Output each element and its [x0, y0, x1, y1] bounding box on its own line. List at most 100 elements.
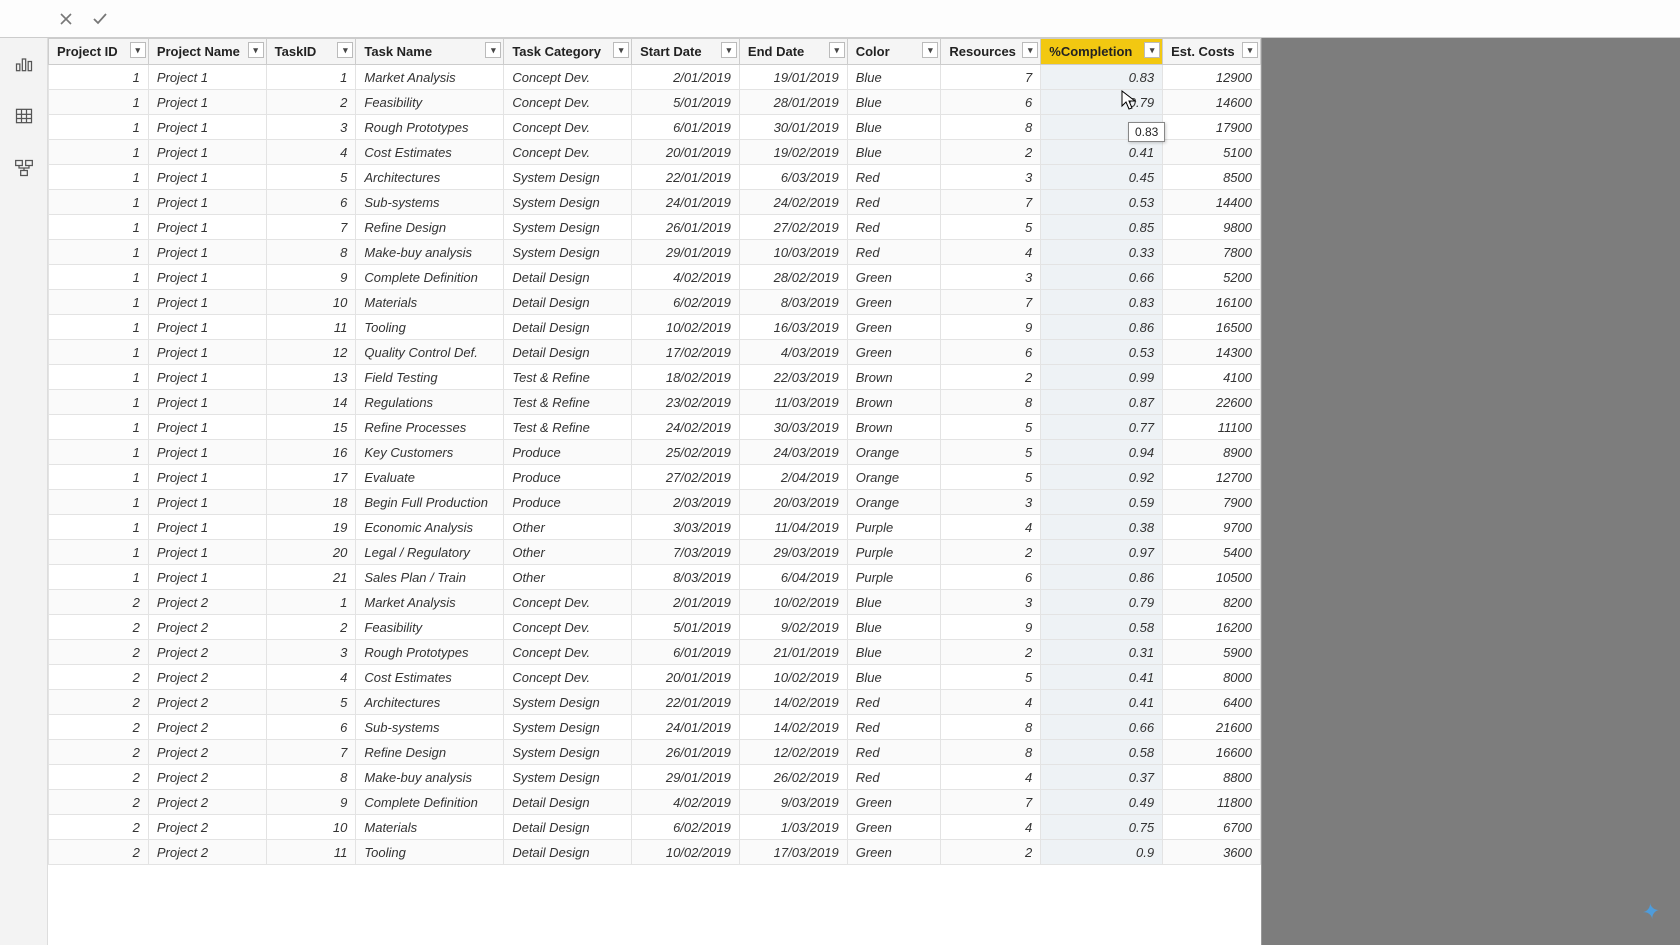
- cancel-formula-button[interactable]: [56, 9, 76, 29]
- cell-comp[interactable]: 0.41: [1041, 140, 1163, 165]
- cell-start[interactable]: 10/02/2019: [632, 315, 740, 340]
- cell-res[interactable]: 7: [941, 65, 1041, 90]
- cell-comp[interactable]: 0.94: [1041, 440, 1163, 465]
- cell-color[interactable]: Blue: [847, 590, 941, 615]
- column-filter-button[interactable]: ▾: [1144, 42, 1160, 58]
- cell-pname[interactable]: Project 1: [148, 165, 266, 190]
- cell-res[interactable]: 2: [941, 840, 1041, 865]
- cell-res[interactable]: 5: [941, 440, 1041, 465]
- cell-color[interactable]: Green: [847, 290, 941, 315]
- cell-res[interactable]: 2: [941, 140, 1041, 165]
- cell-start[interactable]: 6/02/2019: [632, 290, 740, 315]
- table-row[interactable]: 2Project 23Rough PrototypesConcept Dev.6…: [49, 640, 1261, 665]
- table-row[interactable]: 1Project 16Sub-systemsSystem Design24/01…: [49, 190, 1261, 215]
- cell-end[interactable]: 12/02/2019: [739, 740, 847, 765]
- cell-end[interactable]: 29/03/2019: [739, 540, 847, 565]
- cell-tid[interactable]: 10: [266, 290, 356, 315]
- cell-start[interactable]: 18/02/2019: [632, 365, 740, 390]
- cell-end[interactable]: 30/03/2019: [739, 415, 847, 440]
- cell-start[interactable]: 2/03/2019: [632, 490, 740, 515]
- column-filter-button[interactable]: ▾: [721, 42, 737, 58]
- cell-tname[interactable]: Make-buy analysis: [356, 765, 504, 790]
- cell-cat[interactable]: Detail Design: [504, 815, 632, 840]
- cell-cost[interactable]: 17900: [1163, 115, 1261, 140]
- cell-cat[interactable]: System Design: [504, 690, 632, 715]
- table-row[interactable]: 1Project 13Rough PrototypesConcept Dev.6…: [49, 115, 1261, 140]
- table-row[interactable]: 1Project 115Refine ProcessesTest & Refin…: [49, 415, 1261, 440]
- cell-cost[interactable]: 5100: [1163, 140, 1261, 165]
- cell-res[interactable]: 9: [941, 315, 1041, 340]
- cell-tid[interactable]: 2: [266, 615, 356, 640]
- table-row[interactable]: 2Project 210MaterialsDetail Design6/02/2…: [49, 815, 1261, 840]
- cell-end[interactable]: 6/04/2019: [739, 565, 847, 590]
- cell-tname[interactable]: Legal / Regulatory: [356, 540, 504, 565]
- cell-comp[interactable]: 0.66: [1041, 265, 1163, 290]
- cell-tname[interactable]: Economic Analysis: [356, 515, 504, 540]
- cell-cat[interactable]: Concept Dev.: [504, 90, 632, 115]
- cell-res[interactable]: 7: [941, 190, 1041, 215]
- cell-cost[interactable]: 8000: [1163, 665, 1261, 690]
- cell-cost[interactable]: 21600: [1163, 715, 1261, 740]
- cell-pname[interactable]: Project 1: [148, 290, 266, 315]
- cell-pid[interactable]: 2: [49, 715, 149, 740]
- cell-comp[interactable]: 0.97: [1041, 540, 1163, 565]
- cell-pid[interactable]: 1: [49, 115, 149, 140]
- cell-pname[interactable]: Project 1: [148, 490, 266, 515]
- cell-tid[interactable]: 4: [266, 140, 356, 165]
- table-row[interactable]: 2Project 211ToolingDetail Design10/02/20…: [49, 840, 1261, 865]
- table-row[interactable]: 2Project 21Market AnalysisConcept Dev.2/…: [49, 590, 1261, 615]
- cell-tname[interactable]: Key Customers: [356, 440, 504, 465]
- cell-tname[interactable]: Refine Design: [356, 215, 504, 240]
- cell-cat[interactable]: Produce: [504, 465, 632, 490]
- cell-pname[interactable]: Project 1: [148, 215, 266, 240]
- cell-res[interactable]: 6: [941, 565, 1041, 590]
- cell-end[interactable]: 9/03/2019: [739, 790, 847, 815]
- cell-start[interactable]: 24/01/2019: [632, 190, 740, 215]
- cell-pid[interactable]: 1: [49, 365, 149, 390]
- cell-pid[interactable]: 2: [49, 640, 149, 665]
- cell-tname[interactable]: Cost Estimates: [356, 665, 504, 690]
- cell-start[interactable]: 29/01/2019: [632, 765, 740, 790]
- cell-cost[interactable]: 7900: [1163, 490, 1261, 515]
- cell-comp[interactable]: 0.86: [1041, 565, 1163, 590]
- table-row[interactable]: 1Project 118Begin Full ProductionProduce…: [49, 490, 1261, 515]
- cell-pid[interactable]: 1: [49, 190, 149, 215]
- cell-start[interactable]: 25/02/2019: [632, 440, 740, 465]
- data-view-button[interactable]: [6, 98, 42, 134]
- cell-cat[interactable]: System Design: [504, 215, 632, 240]
- cell-tid[interactable]: 10: [266, 815, 356, 840]
- cell-tname[interactable]: Field Testing: [356, 365, 504, 390]
- cell-pid[interactable]: 2: [49, 790, 149, 815]
- cell-res[interactable]: 3: [941, 165, 1041, 190]
- cell-tname[interactable]: Rough Prototypes: [356, 640, 504, 665]
- table-row[interactable]: 1Project 112Quality Control Def.Detail D…: [49, 340, 1261, 365]
- cell-cost[interactable]: 16200: [1163, 615, 1261, 640]
- cell-pid[interactable]: 1: [49, 140, 149, 165]
- table-row[interactable]: 1Project 119Economic AnalysisOther3/03/2…: [49, 515, 1261, 540]
- cell-end[interactable]: 22/03/2019: [739, 365, 847, 390]
- cell-tname[interactable]: Make-buy analysis: [356, 240, 504, 265]
- cell-start[interactable]: 17/02/2019: [632, 340, 740, 365]
- cell-start[interactable]: 24/02/2019: [632, 415, 740, 440]
- cell-pid[interactable]: 1: [49, 415, 149, 440]
- cell-start[interactable]: 8/03/2019: [632, 565, 740, 590]
- cell-tname[interactable]: Sales Plan / Train: [356, 565, 504, 590]
- cell-tname[interactable]: Feasibility: [356, 90, 504, 115]
- cell-end[interactable]: 11/03/2019: [739, 390, 847, 415]
- model-view-button[interactable]: [6, 150, 42, 186]
- cell-res[interactable]: 3: [941, 490, 1041, 515]
- cell-comp[interactable]: 0.85: [1041, 215, 1163, 240]
- cell-pname[interactable]: Project 1: [148, 365, 266, 390]
- cell-comp[interactable]: 0.79: [1041, 90, 1163, 115]
- cell-comp[interactable]: 0.49: [1041, 790, 1163, 815]
- cell-cost[interactable]: 14600: [1163, 90, 1261, 115]
- cell-end[interactable]: 19/02/2019: [739, 140, 847, 165]
- cell-comp[interactable]: 0.83: [1041, 290, 1163, 315]
- cell-pname[interactable]: Project 1: [148, 440, 266, 465]
- cell-comp[interactable]: 0.79: [1041, 590, 1163, 615]
- cell-pid[interactable]: 1: [49, 340, 149, 365]
- cell-pname[interactable]: Project 1: [148, 515, 266, 540]
- cell-pname[interactable]: Project 1: [148, 140, 266, 165]
- cell-pname[interactable]: Project 1: [148, 190, 266, 215]
- column-header-cat[interactable]: Task Category▾: [504, 39, 632, 65]
